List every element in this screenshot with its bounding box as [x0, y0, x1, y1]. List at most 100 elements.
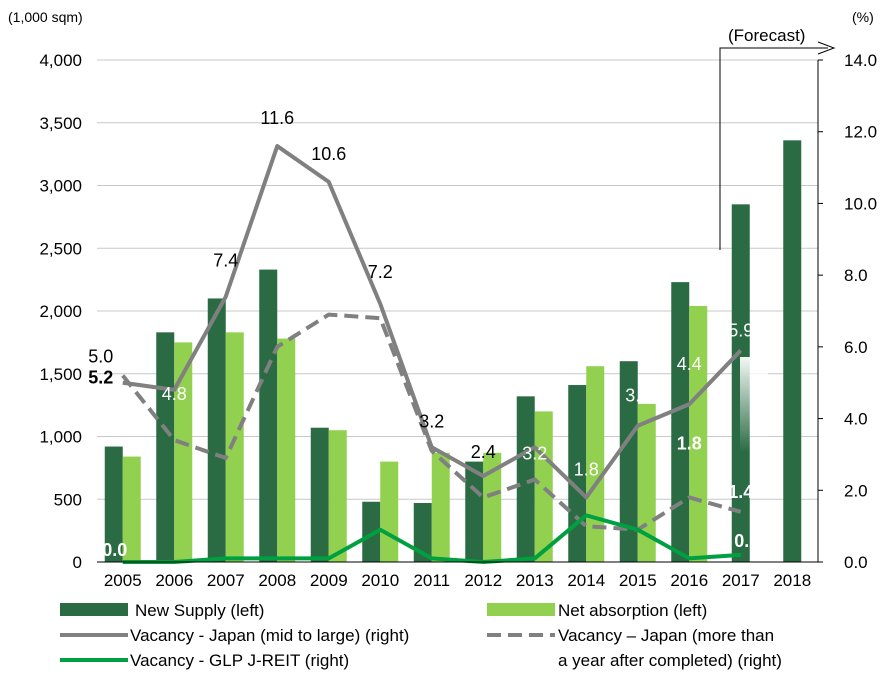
data-label-vacancy-japan: 11.6 — [260, 108, 294, 128]
bar-net-absorption — [225, 332, 244, 562]
bar-new-supply — [259, 269, 278, 562]
forecast-label: (Forecast) — [728, 26, 805, 45]
data-label-vacancy-japan: 5.9 — [728, 320, 753, 340]
x-tick-label: 2007 — [207, 571, 245, 590]
fade-overlay — [740, 357, 768, 452]
left-tick-label: 2,500 — [39, 239, 82, 258]
data-label-vacancy-japan: 7.4 — [213, 251, 238, 271]
left-tick-label: 1,500 — [39, 365, 82, 384]
forecast-bracket — [719, 47, 828, 250]
bar-new-supply — [465, 461, 484, 562]
data-label-vacancy-glp: 0.2 — [734, 531, 759, 551]
right-tick-label: 4.0 — [844, 410, 868, 429]
bar-new-supply — [362, 501, 381, 562]
bar-net-absorption — [534, 411, 553, 562]
data-label-vacancy-year: 5.2 — [88, 368, 113, 388]
bar-net-absorption — [483, 452, 502, 562]
legend-label-vacancy-japan: Vacancy - Japan (mid to large) (right) — [130, 626, 409, 645]
line-vacancy-japan — [122, 144, 743, 500]
right-tick-label: 14.0 — [844, 51, 877, 70]
legend-label-vacancy-glp: Vacancy - GLP J-REIT (right) — [130, 651, 349, 670]
data-label-vacancy-year: 1.4 — [728, 482, 753, 502]
legend: New Supply (left) Net absorption (left) … — [60, 601, 782, 670]
right-tick-label: 8.0 — [844, 266, 868, 285]
data-label-vacancy-japan: 1.8 — [574, 459, 599, 479]
data-label-vacancy-japan: 4.4 — [677, 354, 702, 374]
x-tick-label: 2018 — [773, 571, 811, 590]
data-label-vacancy-glp: 0.0 — [102, 540, 127, 560]
x-tick-label: 2016 — [670, 571, 708, 590]
left-tick-label: 3,500 — [39, 114, 82, 133]
bar-new-supply — [413, 503, 432, 562]
bar-new-supply — [156, 332, 175, 562]
x-tick-label: 2012 — [464, 571, 502, 590]
left-tick-label: 4,000 — [39, 51, 82, 70]
vacancy-lines — [121, 144, 743, 564]
left-axis-ticks: 0 500 1,000 1,500 2,000 2,500 3,000 3,500 4,000 — [39, 51, 82, 572]
right-axis-ticks: 0.0 2.0 4.0 6.0 8.0 10.0 12.0 14.0 — [818, 51, 877, 572]
x-tick-label: 2011 — [413, 571, 450, 590]
bar-net-absorption — [277, 338, 296, 562]
x-tick-label: 2013 — [516, 571, 554, 590]
line-vacancy-glp — [122, 513, 741, 564]
data-labels: 5.0 4.8 7.4 11.6 10.6 7.2 3.2 2.4 3.2 1.8 3.8 4.4 5.… — [88, 108, 759, 560]
legend-item-vacancy-year: Vacancy – Japan (more than a year after … — [487, 626, 782, 670]
legend-item-net-absorption: Net absorption (left) — [487, 601, 707, 620]
right-tick-label: 2.0 — [844, 481, 868, 500]
bar-new-supply — [104, 446, 123, 562]
data-label-vacancy-japan: 3.2 — [522, 443, 547, 463]
left-axis-unit: (1,000 sqm) — [8, 9, 83, 25]
bar-net-absorption — [637, 403, 656, 562]
bar-net-absorption — [328, 430, 347, 562]
bar-net-absorption — [174, 342, 193, 562]
bar-new-supply — [783, 140, 802, 562]
x-tick-label: 2010 — [361, 571, 399, 590]
data-label-vacancy-japan: 2.4 — [471, 442, 496, 462]
left-tick-label: 0 — [73, 553, 82, 572]
legend-label-net-absorption: Net absorption (left) — [558, 601, 707, 620]
legend-label-new-supply: New Supply (left) — [135, 601, 264, 620]
x-axis-ticks: 2005 2006 2007 2008 2009 2010 2011 2012 2013 2014… — [104, 571, 811, 590]
bar-new-supply — [619, 361, 638, 562]
data-label-vacancy-japan: 3.8 — [625, 386, 650, 406]
legend-swatch-new-supply — [60, 603, 128, 616]
x-tick-label: 2014 — [567, 571, 605, 590]
bar-new-supply — [671, 282, 690, 562]
left-tick-label: 3,000 — [39, 177, 82, 196]
data-label-vacancy-year: 1.8 — [677, 433, 702, 453]
bar-net-absorption — [431, 452, 450, 562]
left-tick-label: 1,000 — [39, 428, 82, 447]
legend-swatch-net-absorption — [487, 603, 555, 616]
x-tick-label: 2015 — [619, 571, 657, 590]
right-tick-label: 0.0 — [844, 553, 868, 572]
left-tick-label: 500 — [54, 490, 82, 509]
data-label-vacancy-japan: 4.8 — [162, 384, 187, 404]
forecast-marker: (Forecast) — [719, 26, 836, 250]
bar-new-supply — [516, 396, 535, 562]
bar-net-absorption — [380, 461, 399, 562]
legend-label-vacancy-year-1: Vacancy – Japan (more than — [558, 626, 774, 645]
right-axis-unit: (%) — [852, 9, 874, 25]
bar-net-absorption — [122, 456, 141, 562]
bar-net-absorption — [586, 366, 605, 562]
data-label-vacancy-japan: 3.2 — [419, 411, 444, 431]
x-tick-label: 2017 — [722, 571, 760, 590]
legend-item-new-supply: New Supply (left) — [60, 601, 264, 620]
legend-item-vacancy-japan: Vacancy - Japan (mid to large) (right) — [60, 626, 409, 645]
legend-label-vacancy-year-2: a year after completed) (right) — [558, 651, 782, 670]
data-label-vacancy-japan: 7.2 — [368, 262, 393, 282]
gridlines — [97, 59, 818, 500]
data-label-vacancy-japan: 5.0 — [88, 347, 113, 367]
left-tick-label: 2,000 — [39, 302, 82, 321]
x-tick-label: 2006 — [155, 571, 193, 590]
bar-new-supply — [207, 298, 226, 562]
x-tick-label: 2008 — [258, 571, 296, 590]
legend-item-vacancy-glp: Vacancy - GLP J-REIT (right) — [60, 651, 349, 670]
right-tick-label: 12.0 — [844, 123, 877, 142]
bars — [104, 140, 802, 562]
right-tick-label: 6.0 — [844, 338, 868, 357]
right-tick-label: 10.0 — [844, 194, 877, 213]
x-tick-label: 2005 — [104, 571, 142, 590]
x-tick-label: 2009 — [310, 571, 348, 590]
